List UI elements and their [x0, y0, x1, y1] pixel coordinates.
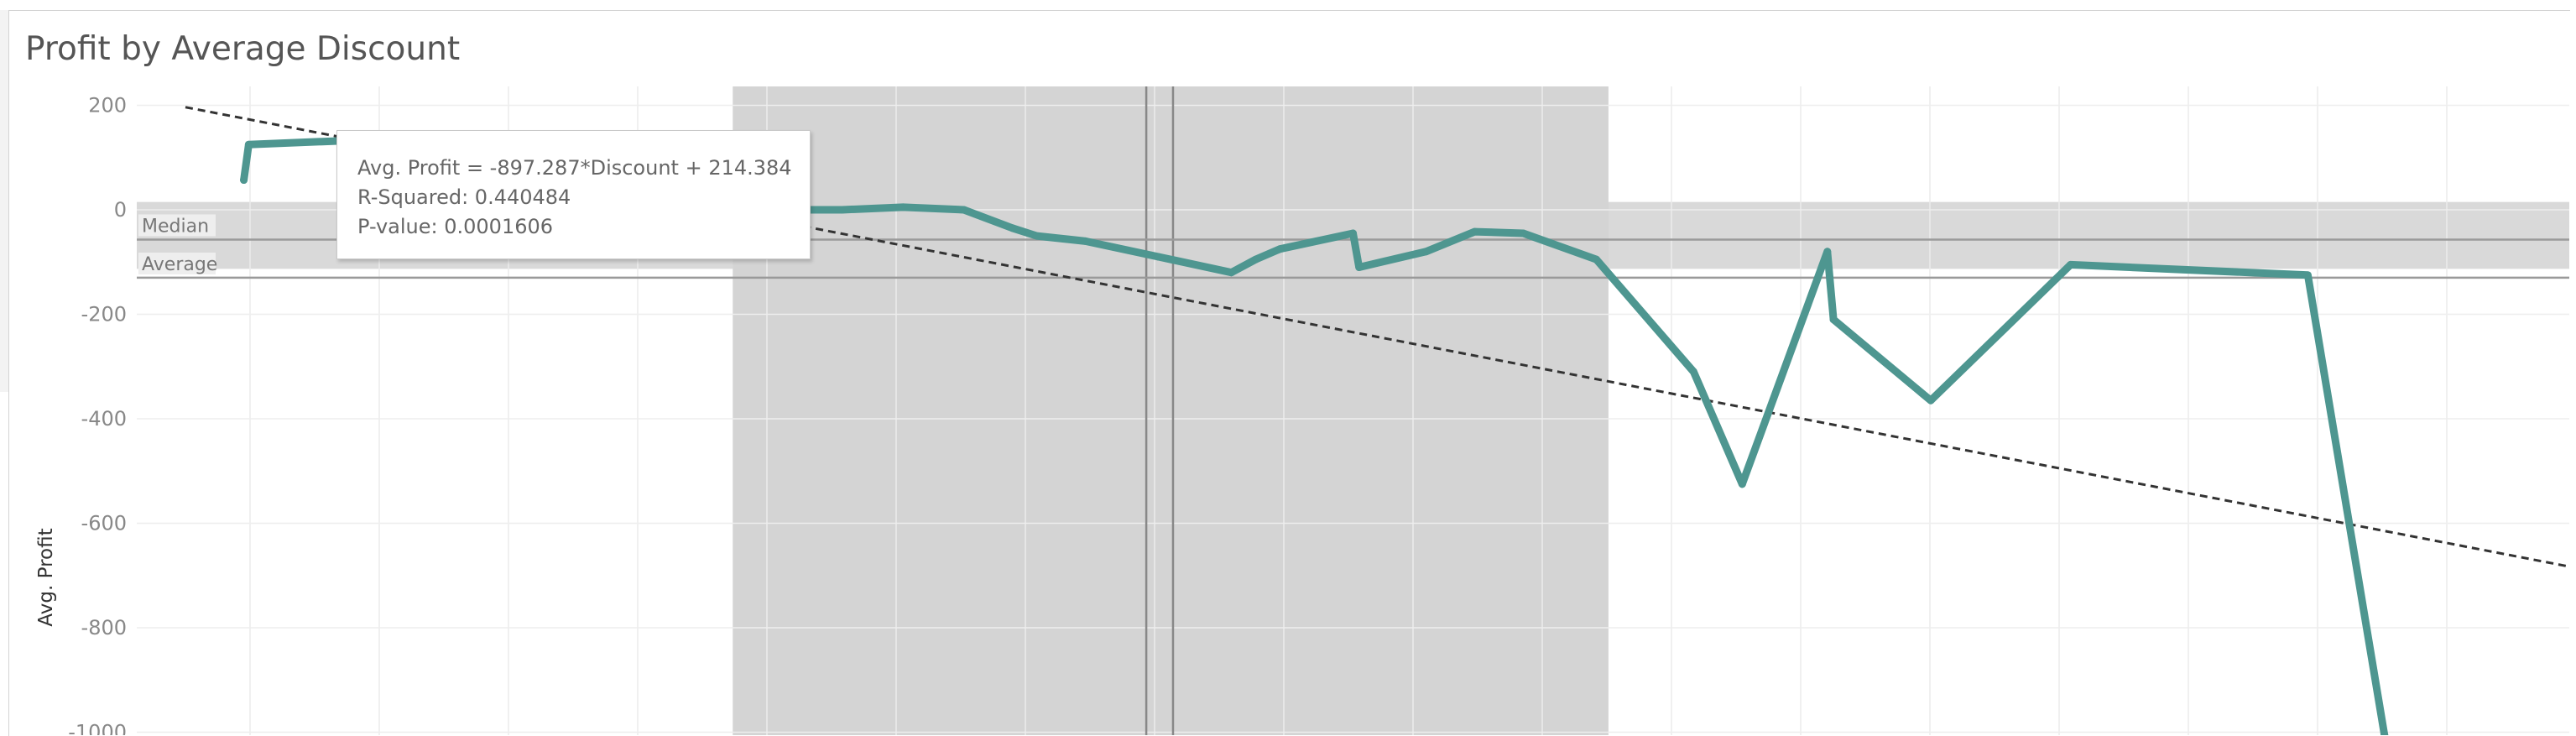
data-point[interactable]	[1349, 229, 1357, 238]
data-point[interactable]	[1689, 368, 1697, 376]
y-tick-label: -600	[81, 512, 127, 535]
data-point[interactable]	[1355, 263, 1364, 271]
data-point[interactable]	[1276, 245, 1285, 253]
trend-line-tooltip: Avg. Profit = -897.287*Discount + 214.38…	[336, 130, 811, 259]
tooltip-equation: Avg. Profit = -897.287*Discount + 214.38…	[357, 156, 792, 180]
reference-label-bg	[138, 252, 216, 274]
data-point[interactable]	[240, 176, 248, 185]
data-point[interactable]	[1823, 248, 1832, 256]
tooltip-p-value: P-value: 0.0001606	[357, 215, 554, 238]
data-point[interactable]	[1009, 224, 1017, 232]
data-point[interactable]	[1519, 229, 1527, 238]
reference-label-average: Average	[142, 254, 217, 275]
data-point[interactable]	[2067, 260, 2075, 269]
data-point[interactable]	[2303, 271, 2312, 279]
data-point[interactable]	[244, 140, 253, 149]
reference-label-median: Median	[142, 216, 209, 237]
y-tick-label: 0	[114, 198, 127, 222]
y-tick-label: -800	[81, 616, 127, 639]
data-point[interactable]	[1927, 396, 1935, 405]
y-tick-label: 200	[88, 94, 127, 117]
data-point[interactable]	[1082, 237, 1090, 245]
data-point[interactable]	[1829, 316, 1838, 324]
data-point[interactable]	[1738, 480, 1746, 488]
chart-title: Profit by Average Discount	[25, 30, 461, 68]
data-point[interactable]	[1470, 227, 1478, 236]
data-point[interactable]	[838, 206, 847, 214]
data-point[interactable]	[1252, 255, 1260, 264]
highlight-band	[733, 86, 1609, 735]
data-point[interactable]	[1228, 269, 1236, 277]
data-point[interactable]	[1421, 248, 1430, 256]
data-point[interactable]	[2380, 731, 2389, 735]
data-point[interactable]	[960, 206, 968, 214]
data-point[interactable]	[899, 203, 907, 211]
y-tick-label: -400	[81, 407, 127, 431]
data-point[interactable]	[1592, 255, 1600, 264]
y-tick-label: -200	[81, 303, 127, 326]
y-tick-label: -1000	[68, 721, 127, 736]
tooltip-r-squared: R-Squared: 0.440484	[357, 185, 571, 209]
reference-label-bg	[138, 214, 216, 237]
data-point[interactable]	[1155, 253, 1163, 261]
data-point[interactable]	[1033, 232, 1041, 240]
